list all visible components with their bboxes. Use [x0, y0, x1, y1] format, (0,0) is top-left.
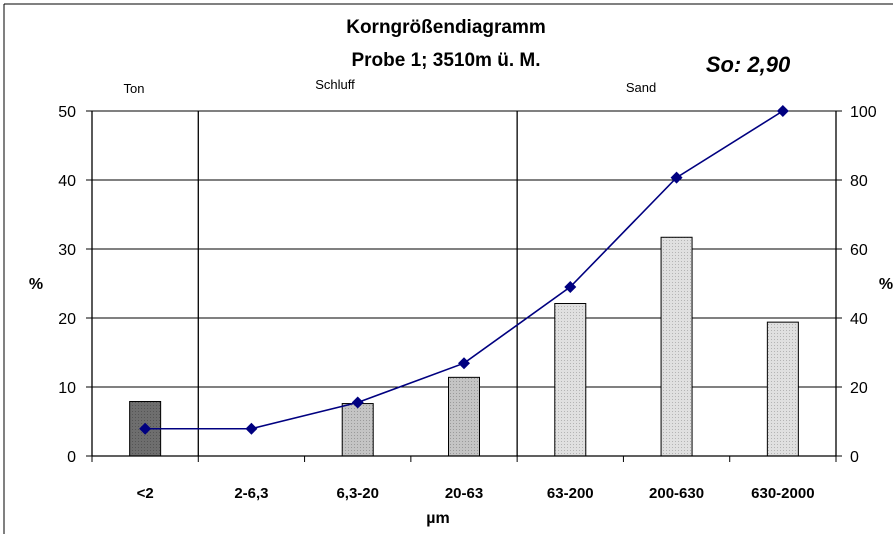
zone-dividers	[197, 111, 518, 456]
x-axis-label: µm	[426, 510, 449, 527]
y-right-tick-label: 60	[850, 242, 868, 259]
bar	[766, 321, 799, 457]
x-tick-label: 200-630	[649, 485, 704, 502]
line-point	[351, 396, 364, 409]
y-left-tick-label: 0	[67, 449, 76, 466]
line-point	[458, 357, 470, 370]
y-right-tick-label: 100	[850, 104, 877, 121]
bar	[660, 236, 693, 457]
tick-labels: 0 10 20 30 40 50 0 20 40 60 80 100 <2 2-6,3 6,3-20 20-6…	[58, 104, 877, 502]
line-point	[245, 422, 258, 435]
bar	[341, 403, 374, 457]
chart-title: Korngrößendiagramm	[346, 17, 546, 38]
zone-label-silt: Schluff	[315, 77, 355, 92]
axes	[86, 110, 842, 462]
bar	[448, 376, 480, 457]
zone-label-clay: Ton	[124, 81, 145, 96]
line-point	[564, 280, 577, 293]
y-axis-right-label: %	[879, 276, 893, 293]
y-left-tick-label: 10	[58, 380, 76, 397]
y-right-tick-label: 80	[850, 173, 868, 190]
y-axis-left-label: %	[29, 276, 43, 293]
line-point	[139, 422, 152, 435]
y-right-tick-label: 40	[850, 311, 868, 328]
sorting-annotation: So: 2,90	[706, 52, 791, 77]
line-point	[670, 171, 683, 184]
y-left-tick-label: 30	[58, 242, 76, 259]
cumulative-line-series	[139, 105, 789, 435]
y-left-tick-label: 40	[58, 173, 76, 190]
x-tick-label: 2-6,3	[234, 485, 268, 502]
bar	[554, 303, 587, 457]
bar-series	[129, 236, 799, 457]
y-right-tick-label: 0	[850, 449, 859, 466]
x-tick-label: 6,3-20	[336, 485, 379, 502]
zone-label-sand: Sand	[626, 80, 656, 95]
x-tick-label: <2	[137, 485, 154, 502]
chart-subtitle: Probe 1; 3510m ü. M.	[351, 50, 540, 71]
y-right-tick-label: 20	[850, 380, 868, 397]
line-point	[776, 105, 789, 117]
x-tick-label: 630-2000	[751, 485, 814, 502]
y-left-tick-label: 20	[58, 311, 76, 328]
x-tick-label: 63-200	[547, 485, 594, 502]
y-left-tick-label: 50	[58, 104, 76, 121]
x-tick-label: 20-63	[445, 485, 483, 502]
